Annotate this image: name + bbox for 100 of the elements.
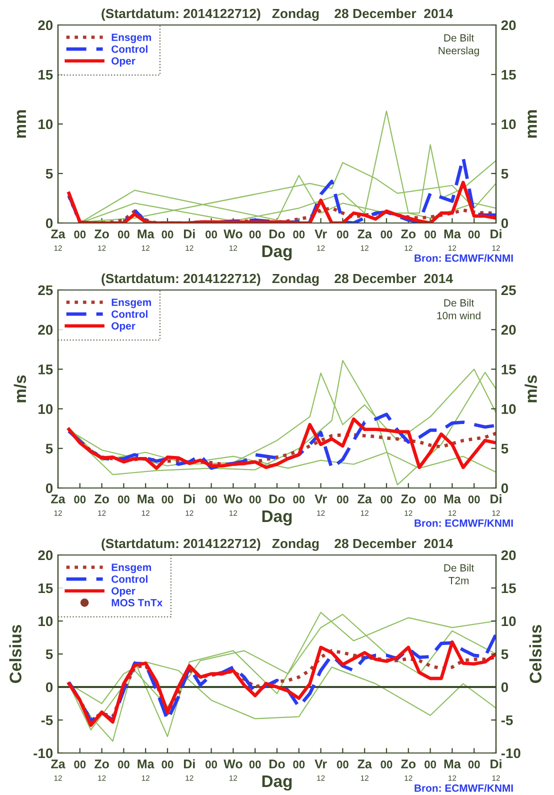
legend-label: Ensgem bbox=[112, 298, 151, 308]
x-tick-label: Zo bbox=[401, 760, 416, 768]
y-tick-label: -5 bbox=[41, 715, 53, 726]
x-tick-label: Zo bbox=[401, 230, 416, 238]
x-tick-label: 00 bbox=[380, 230, 392, 238]
x-tick-label: Ma bbox=[138, 230, 154, 238]
x-tick-label: Za bbox=[51, 760, 66, 768]
y-tick-label: 20 bbox=[38, 324, 53, 335]
x-tick-label: Wo bbox=[224, 760, 242, 768]
x-tick-label: Di bbox=[184, 759, 195, 768]
y2-tick-label: 5 bbox=[501, 168, 508, 179]
y-tick-label: 0 bbox=[46, 483, 53, 494]
x-tick-label: 00 bbox=[424, 230, 436, 238]
legend-label: MOS TnTx bbox=[112, 599, 163, 606]
x-tick-label: Ma bbox=[444, 494, 461, 504]
x-axis-title: Dag bbox=[262, 776, 292, 791]
y2-tick-label: 0 bbox=[501, 483, 508, 494]
text: Bron: ECMWF/KNMI bbox=[414, 784, 513, 792]
x-tick-label: 00 bbox=[468, 496, 480, 504]
x-tick-label: Do bbox=[270, 760, 285, 768]
y2-tick-label: 5 bbox=[501, 649, 508, 660]
x-tick-label: 00 bbox=[380, 760, 392, 768]
x-tick-label: Zo bbox=[401, 494, 416, 504]
x-tick-label: 00 bbox=[293, 230, 305, 238]
x-tick-label: 00 bbox=[74, 496, 86, 504]
legend-label: Oper bbox=[112, 587, 136, 597]
x-tick-label: Za bbox=[358, 494, 372, 504]
x-tick-label: Vr bbox=[314, 230, 327, 238]
y2-tick-label: 10 bbox=[502, 404, 516, 414]
y-tick-label: 10 bbox=[38, 616, 53, 626]
legend-label: Control bbox=[112, 575, 148, 583]
legend-label: Oper bbox=[112, 57, 136, 67]
y2-tick-label: 20 bbox=[501, 20, 516, 30]
legend-label: Control bbox=[112, 45, 148, 53]
y2-tick-label: 10 bbox=[502, 616, 516, 626]
y2-tick-label: 15 bbox=[502, 583, 516, 594]
y-tick-label: 15 bbox=[38, 364, 53, 374]
y-tick-label: 5 bbox=[46, 444, 53, 454]
y-tick-label: 20 bbox=[38, 550, 53, 560]
y-axis-title: mm bbox=[16, 110, 26, 138]
x-tick-label: Di bbox=[490, 759, 502, 768]
y-tick-label: 5 bbox=[46, 168, 53, 179]
x-tick-label: Zo bbox=[94, 230, 109, 238]
x-tick-label: 00 bbox=[293, 760, 305, 768]
y2-tick-label: 10 bbox=[502, 119, 516, 130]
x-tick-label: 00 bbox=[118, 496, 130, 504]
text: Bron: ECMWF/KNMI bbox=[414, 254, 513, 262]
x-tick-label: 00 bbox=[380, 496, 392, 504]
x-tick-label: Di bbox=[184, 229, 195, 238]
x-tick-label: 00 bbox=[468, 760, 480, 768]
chart-title: (Startdatum: 2014122712) Zondag 28 December 2014 bbox=[102, 538, 453, 551]
y-tick-label: 5 bbox=[46, 649, 53, 660]
y-axis-title: m/s bbox=[14, 375, 26, 402]
x-tick-label: 00 bbox=[249, 230, 261, 238]
y2-tick-label: 20 bbox=[501, 550, 516, 560]
x-tick-label: 00 bbox=[206, 496, 218, 504]
x-tick-label: 00 bbox=[336, 230, 348, 238]
x-tick-label: Wo bbox=[224, 230, 242, 238]
y-tick-label: -10 bbox=[34, 748, 53, 758]
x-tick-label: 00 bbox=[293, 496, 305, 504]
x-tick-label: Do bbox=[270, 494, 285, 504]
y-tick-label: 15 bbox=[38, 583, 53, 594]
x-tick-label: Ma bbox=[138, 760, 154, 768]
chart-title: (Startdatum: 2014122712) Zondag 28 December 2014 bbox=[102, 8, 453, 21]
x-tick-label: 00 bbox=[118, 760, 130, 768]
x-tick-label: 00 bbox=[162, 760, 174, 768]
y2-axis-title: m/s bbox=[524, 375, 538, 402]
x-tick-label: Ma bbox=[138, 494, 154, 504]
y2-axis-title: Celsius bbox=[529, 625, 542, 683]
x-tick-label: 00 bbox=[118, 230, 130, 238]
y2-tick-label: -10 bbox=[501, 748, 520, 758]
y2-tick-label: 0 bbox=[501, 682, 508, 692]
x-tick-label: 00 bbox=[74, 230, 86, 238]
x-tick-label: Vr bbox=[314, 760, 327, 768]
x-tick-label: 00 bbox=[424, 496, 436, 504]
x-tick-label: Vr bbox=[314, 494, 327, 504]
y2-tick-label: 5 bbox=[501, 444, 508, 454]
x-tick-label: Wo bbox=[224, 494, 242, 504]
x-tick-label: Di bbox=[490, 229, 502, 238]
legend-label: Oper bbox=[112, 322, 136, 332]
x-tick-label: 00 bbox=[74, 760, 86, 768]
x-axis-title: Dag bbox=[262, 246, 292, 261]
x-tick-label: 00 bbox=[162, 496, 174, 504]
x-tick-label: 00 bbox=[336, 760, 348, 768]
y-tick-label: 0 bbox=[46, 682, 53, 692]
legend-label: Ensgem bbox=[112, 34, 151, 44]
y-tick-label: 10 bbox=[38, 404, 53, 414]
y-tick-label: 25 bbox=[38, 285, 53, 296]
legend-label: Ensgem bbox=[112, 564, 151, 574]
x-tick-label: 00 bbox=[424, 760, 436, 768]
y-tick-label: 0 bbox=[46, 218, 53, 228]
y-tick-label: 10 bbox=[38, 119, 53, 130]
x-tick-label: Do bbox=[270, 230, 285, 238]
x-tick-label: 00 bbox=[249, 760, 261, 768]
x-tick-label: Za bbox=[358, 230, 372, 238]
y2-tick-label: 15 bbox=[502, 70, 516, 80]
x-tick-label: 00 bbox=[336, 496, 348, 504]
x-tick-label: Zo bbox=[94, 494, 109, 504]
chart-title: (Startdatum: 2014122712) Zondag 28 December 2014 bbox=[102, 273, 453, 286]
annotation: De Bilt Neerslag bbox=[438, 34, 479, 56]
